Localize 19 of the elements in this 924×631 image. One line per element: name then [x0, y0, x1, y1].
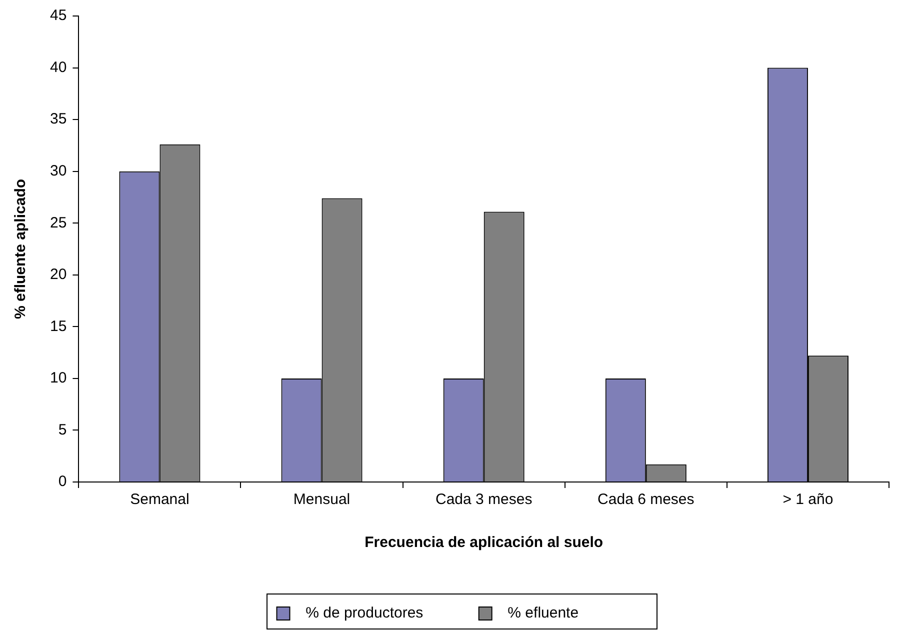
y-tick-label: 25: [50, 214, 67, 232]
x-tick-label: Cada 6 meses: [598, 491, 694, 508]
legend-label: % de productores: [297, 604, 465, 622]
y-tick-label: 40: [50, 58, 67, 76]
y-tick-label: 0: [58, 473, 67, 490]
y-tick-label: 30: [50, 162, 67, 180]
y-tick-label: 20: [50, 266, 67, 284]
y-tick-label: 45: [50, 7, 67, 24]
y-tick-label: 35: [50, 110, 67, 128]
legend-label: % efluente: [499, 604, 620, 622]
y-axis-title: % efluente aplicado: [12, 178, 30, 320]
y-tick-label: 15: [50, 318, 67, 335]
y-tick-label: 5: [58, 421, 67, 438]
x-tick-label: Semanal: [130, 491, 190, 508]
x-tick-label: Cada 3 meses: [435, 491, 532, 508]
y-tick-label: 10: [50, 370, 67, 387]
x-tick-label: > 1 año: [782, 491, 834, 508]
x-axis-title: Frecuencia de aplicación al suelo: [364, 534, 604, 552]
x-tick-label: Mensual: [293, 491, 350, 508]
